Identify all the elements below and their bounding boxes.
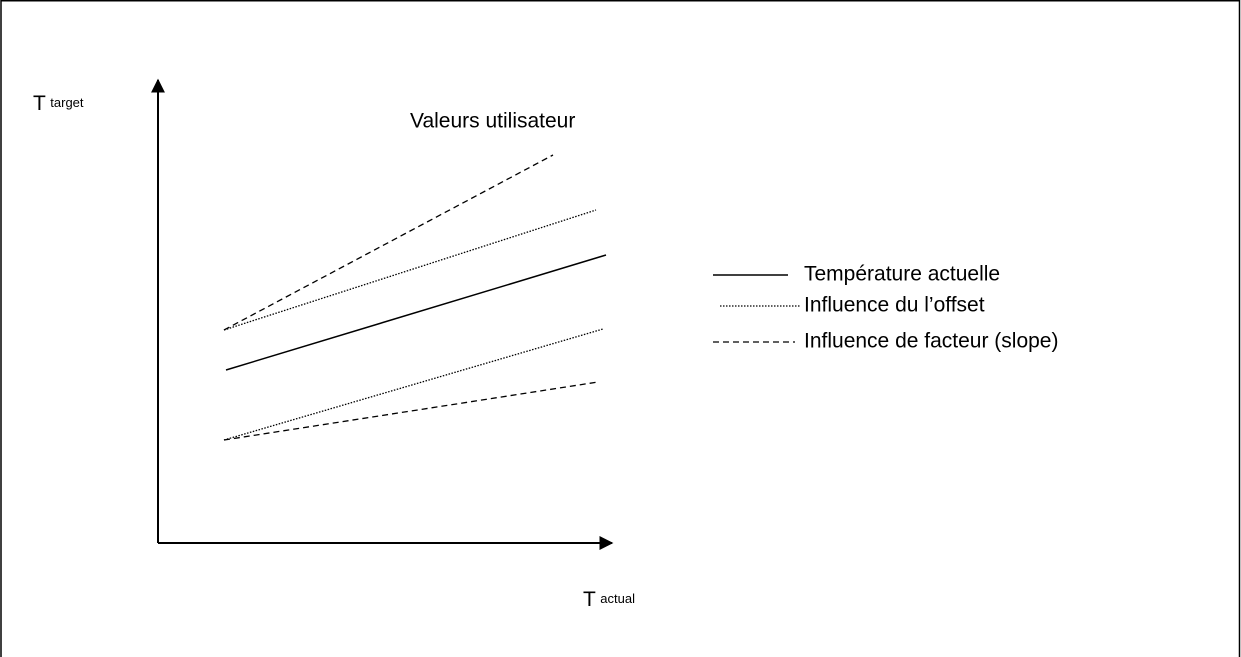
curves (223, 154, 607, 441)
title: Valeurs utilisateur (410, 110, 575, 133)
offset-lower (223, 328, 604, 441)
x-axis-label-main: T (583, 588, 596, 611)
legend-label: Influence du l’offset (804, 294, 985, 317)
legend-label: Influence de facteur (slope) (804, 330, 1058, 353)
y-axis-label-main: T (33, 92, 46, 115)
slope-lower (223, 381, 599, 441)
x-axis-label: T actual (583, 588, 635, 611)
actual-line (225, 254, 607, 371)
legend-label: Température actuelle (804, 263, 1000, 286)
slope-upper (223, 154, 554, 331)
x-axis-label-sub: actual (600, 591, 635, 606)
offset-upper (223, 209, 597, 331)
y-axis-label: T target (33, 92, 84, 115)
y-axis-label-sub: target (50, 95, 84, 110)
legend: Température actuelle Influence du l’offs… (713, 263, 1058, 353)
